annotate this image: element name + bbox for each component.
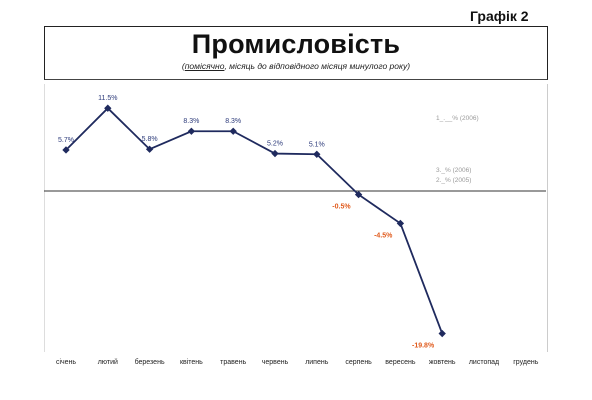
- data-label: 5.1%: [309, 141, 325, 148]
- x-tick-label: квітень: [180, 358, 203, 366]
- x-tick-label: січень: [56, 358, 76, 366]
- data-label: 5.8%: [142, 136, 158, 143]
- subtitle-open: (: [181, 61, 185, 71]
- x-tick-label: березень: [135, 358, 165, 366]
- legend-note: 3._% (2006): [436, 167, 471, 174]
- data-point: [104, 104, 112, 112]
- data-label: 11.5%: [98, 95, 117, 102]
- x-tick-label: жовтень: [429, 359, 456, 366]
- data-label: 8.3%: [225, 118, 241, 125]
- data-label: -0.5%: [332, 204, 351, 211]
- data-point: [229, 127, 237, 135]
- data-label: 5.7%: [58, 137, 74, 144]
- legend-note: 2._% (2005): [436, 177, 471, 184]
- x-tick-label: листопад: [469, 359, 499, 366]
- plot-frame: [44, 84, 548, 352]
- x-tick-label: грудень: [513, 359, 538, 366]
- title-box: Промисловість (помісячно, місяць до відп…: [44, 26, 548, 80]
- data-label: 5.2%: [267, 141, 283, 148]
- data-point: [145, 145, 154, 153]
- data-point: [271, 149, 279, 158]
- legend-note: 1_.__% (2006): [436, 115, 479, 122]
- data-point: [438, 329, 446, 338]
- x-tick-label: серпень: [345, 359, 372, 366]
- data-label: 8.3%: [183, 118, 199, 125]
- data-point: [187, 127, 196, 135]
- x-tick-label: липень: [305, 359, 329, 366]
- subtitle-underlined: помісячно: [184, 61, 225, 71]
- x-tick-label: травень: [220, 359, 246, 366]
- chart-subtitle: (помісячно, місяць до відповідного місяц…: [45, 61, 547, 71]
- data-label: -19.8%: [412, 343, 435, 350]
- x-tick-label: червень: [262, 359, 289, 366]
- x-tick-label: вересень: [385, 359, 416, 366]
- series-line: [65, 106, 444, 334]
- data-label: -4.5%: [374, 232, 393, 239]
- x-tick-label: лютий: [98, 358, 118, 366]
- chart-title: Промисловість: [191, 29, 401, 59]
- subtitle-rest: , місяць до відповідного місяця минулого…: [224, 61, 411, 71]
- graph-number: Графік 2: [470, 8, 529, 24]
- data-point: [354, 190, 363, 199]
